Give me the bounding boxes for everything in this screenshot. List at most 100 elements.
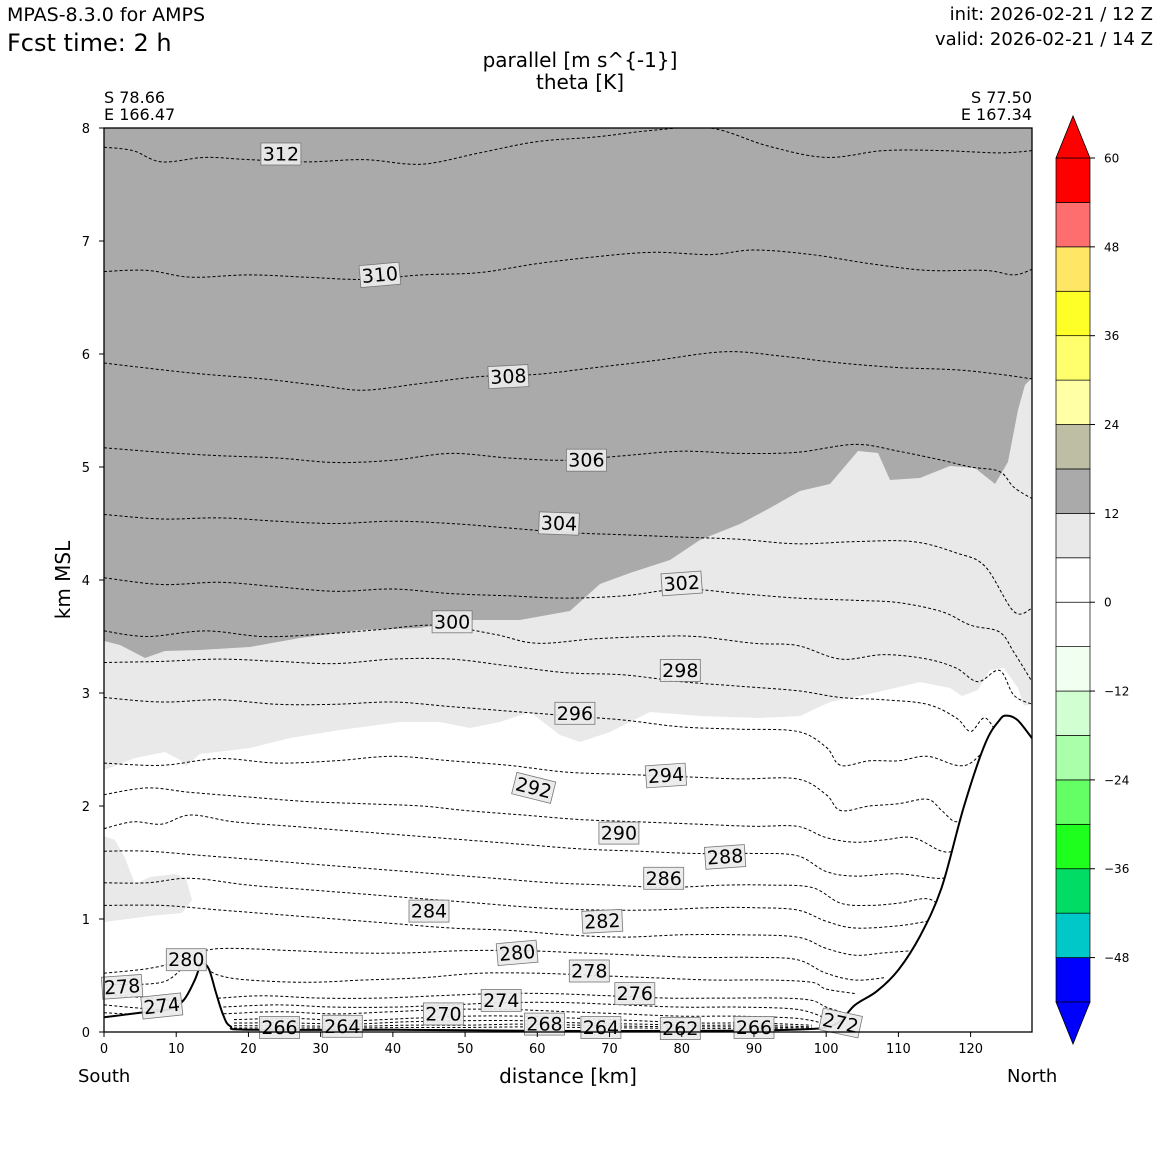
contour-label-text: 266 (261, 1017, 297, 1039)
contour-label-286: 286 (643, 866, 685, 890)
valid-time: valid: 2026-02-21 / 14 Z (935, 29, 1153, 50)
contour-label-text: 312 (263, 144, 299, 166)
x-tick-label: 20 (240, 1042, 257, 1057)
colorbar-tick-label: 24 (1104, 418, 1119, 432)
y-tick-label: 0 (82, 1026, 90, 1041)
contour-label-box (598, 821, 640, 845)
contour-label-box (100, 974, 144, 1000)
start-latitude: S 78.66 (104, 88, 166, 107)
colorbar-segment (1055, 912, 1091, 958)
contour-label-274: 274 (140, 992, 184, 1020)
terrain-fill (104, 715, 1032, 1032)
contour-label-text: 296 (557, 703, 593, 725)
colorbar-segment (1055, 868, 1091, 914)
theta-contour-300 (104, 624, 1032, 705)
contour-label-text: 308 (490, 365, 527, 389)
x-tick-label: 110 (886, 1042, 911, 1057)
x-tick-label: 60 (529, 1042, 546, 1057)
contour-label-300: 300 (431, 610, 473, 633)
contour-label-294: 294 (644, 762, 688, 789)
colorbar-segment (1055, 690, 1091, 736)
contour-label-text: 276 (617, 983, 653, 1005)
theta-contour-298 (104, 657, 1000, 739)
theta-contour-288 (104, 850, 943, 909)
contour-label-284: 284 (408, 899, 450, 923)
shade-region-light (104, 378, 1032, 770)
colorbar-segment (1055, 779, 1091, 825)
theta-contour-286 (104, 877, 928, 929)
contour-label-box (422, 1002, 464, 1026)
x-tick-label: 10 (168, 1042, 185, 1057)
contour-label-264: 264 (321, 1014, 363, 1038)
contour-label-text: 274 (143, 994, 181, 1020)
contour-label-box (140, 992, 184, 1020)
colorbar-segment (1055, 157, 1091, 203)
contour-label-box (165, 948, 207, 972)
contour-label-box (644, 762, 688, 789)
end-latitude: S 77.50 (970, 88, 1032, 107)
colorbar-tick-label: 48 (1104, 240, 1119, 254)
colorbar-segment (1055, 823, 1091, 870)
contour-label-text: 278 (103, 975, 141, 999)
theta-contour-312 (104, 128, 1032, 165)
colorbar-segment (1055, 601, 1091, 647)
contour-label-text: 264 (324, 1016, 360, 1038)
contour-label-298: 298 (659, 659, 701, 682)
y-tick-label: 4 (82, 574, 90, 589)
contour-label-296: 296 (554, 701, 596, 725)
contour-label-box (580, 1016, 622, 1039)
contour-label-312: 312 (260, 142, 302, 166)
shade-region-lower (104, 836, 192, 922)
theta-contour-284 (104, 904, 913, 956)
contour-label-302: 302 (660, 570, 703, 597)
contour-label-288: 288 (703, 844, 747, 870)
colorbar-segment (1055, 424, 1091, 470)
contour-label-text: 280 (168, 949, 204, 971)
colorbar-segment (1055, 557, 1091, 603)
theta-contour-272 (233, 1015, 812, 1026)
contour-label-text: 300 (434, 611, 470, 633)
contour-label-text: 274 (483, 990, 519, 1012)
colorbar-tick-label: 36 (1104, 329, 1119, 343)
contour-label-274: 274 (480, 989, 522, 1012)
contour-label-box (659, 659, 701, 682)
y-axis-label: km MSL (51, 540, 75, 619)
theta-contour-302 (104, 577, 1032, 682)
contour-label-box (487, 364, 530, 390)
contour-label-282: 282 (581, 908, 624, 934)
x-tick-label: 40 (385, 1042, 402, 1057)
axes: 0 10 20 30 40 50 60 70 80 90 100 110 120 0 1 2 3 4 5 6 7 8 (82, 122, 983, 1057)
colorbar-under-arrow (1055, 1001, 1091, 1046)
contour-label-box (733, 1016, 775, 1039)
contour-label-text: 262 (662, 1018, 698, 1040)
contour-label-270: 270 (422, 1002, 464, 1026)
theta-contour-306 (104, 443, 1032, 500)
contour-label-266: 266 (733, 1016, 775, 1039)
y-tick-label: 3 (82, 687, 90, 702)
contour-label-text: 286 (646, 868, 682, 890)
colorbar-segment (1055, 468, 1091, 514)
theta-contour-266 (233, 1026, 812, 1030)
colorbar-tick-label: −12 (1104, 685, 1129, 699)
theta-contour-276 (104, 1001, 827, 1019)
contour-label-text: 268 (526, 1014, 562, 1036)
south-end-label: South (78, 1066, 131, 1087)
colorbar-segment (1055, 246, 1091, 292)
contour-label-262: 262 (659, 1017, 701, 1040)
start-longitude: E 166.47 (104, 105, 176, 124)
colorbar-segment (1055, 202, 1091, 248)
contour-label-310: 310 (358, 261, 402, 289)
x-tick-label: 30 (312, 1042, 329, 1057)
contour-label-box (643, 866, 685, 890)
y-tick-label: 6 (82, 348, 90, 363)
contour-label-box (358, 261, 402, 289)
y-tick-label: 1 (82, 913, 90, 928)
colorbar-segment (1055, 646, 1091, 692)
contour-label-308: 308 (487, 364, 530, 390)
x-tick-label: 120 (958, 1042, 983, 1057)
contour-label-box (260, 142, 302, 166)
contour-label-text: 304 (540, 512, 577, 535)
theta-contour-268 (233, 1023, 812, 1029)
contour-label-278: 278 (568, 959, 610, 983)
